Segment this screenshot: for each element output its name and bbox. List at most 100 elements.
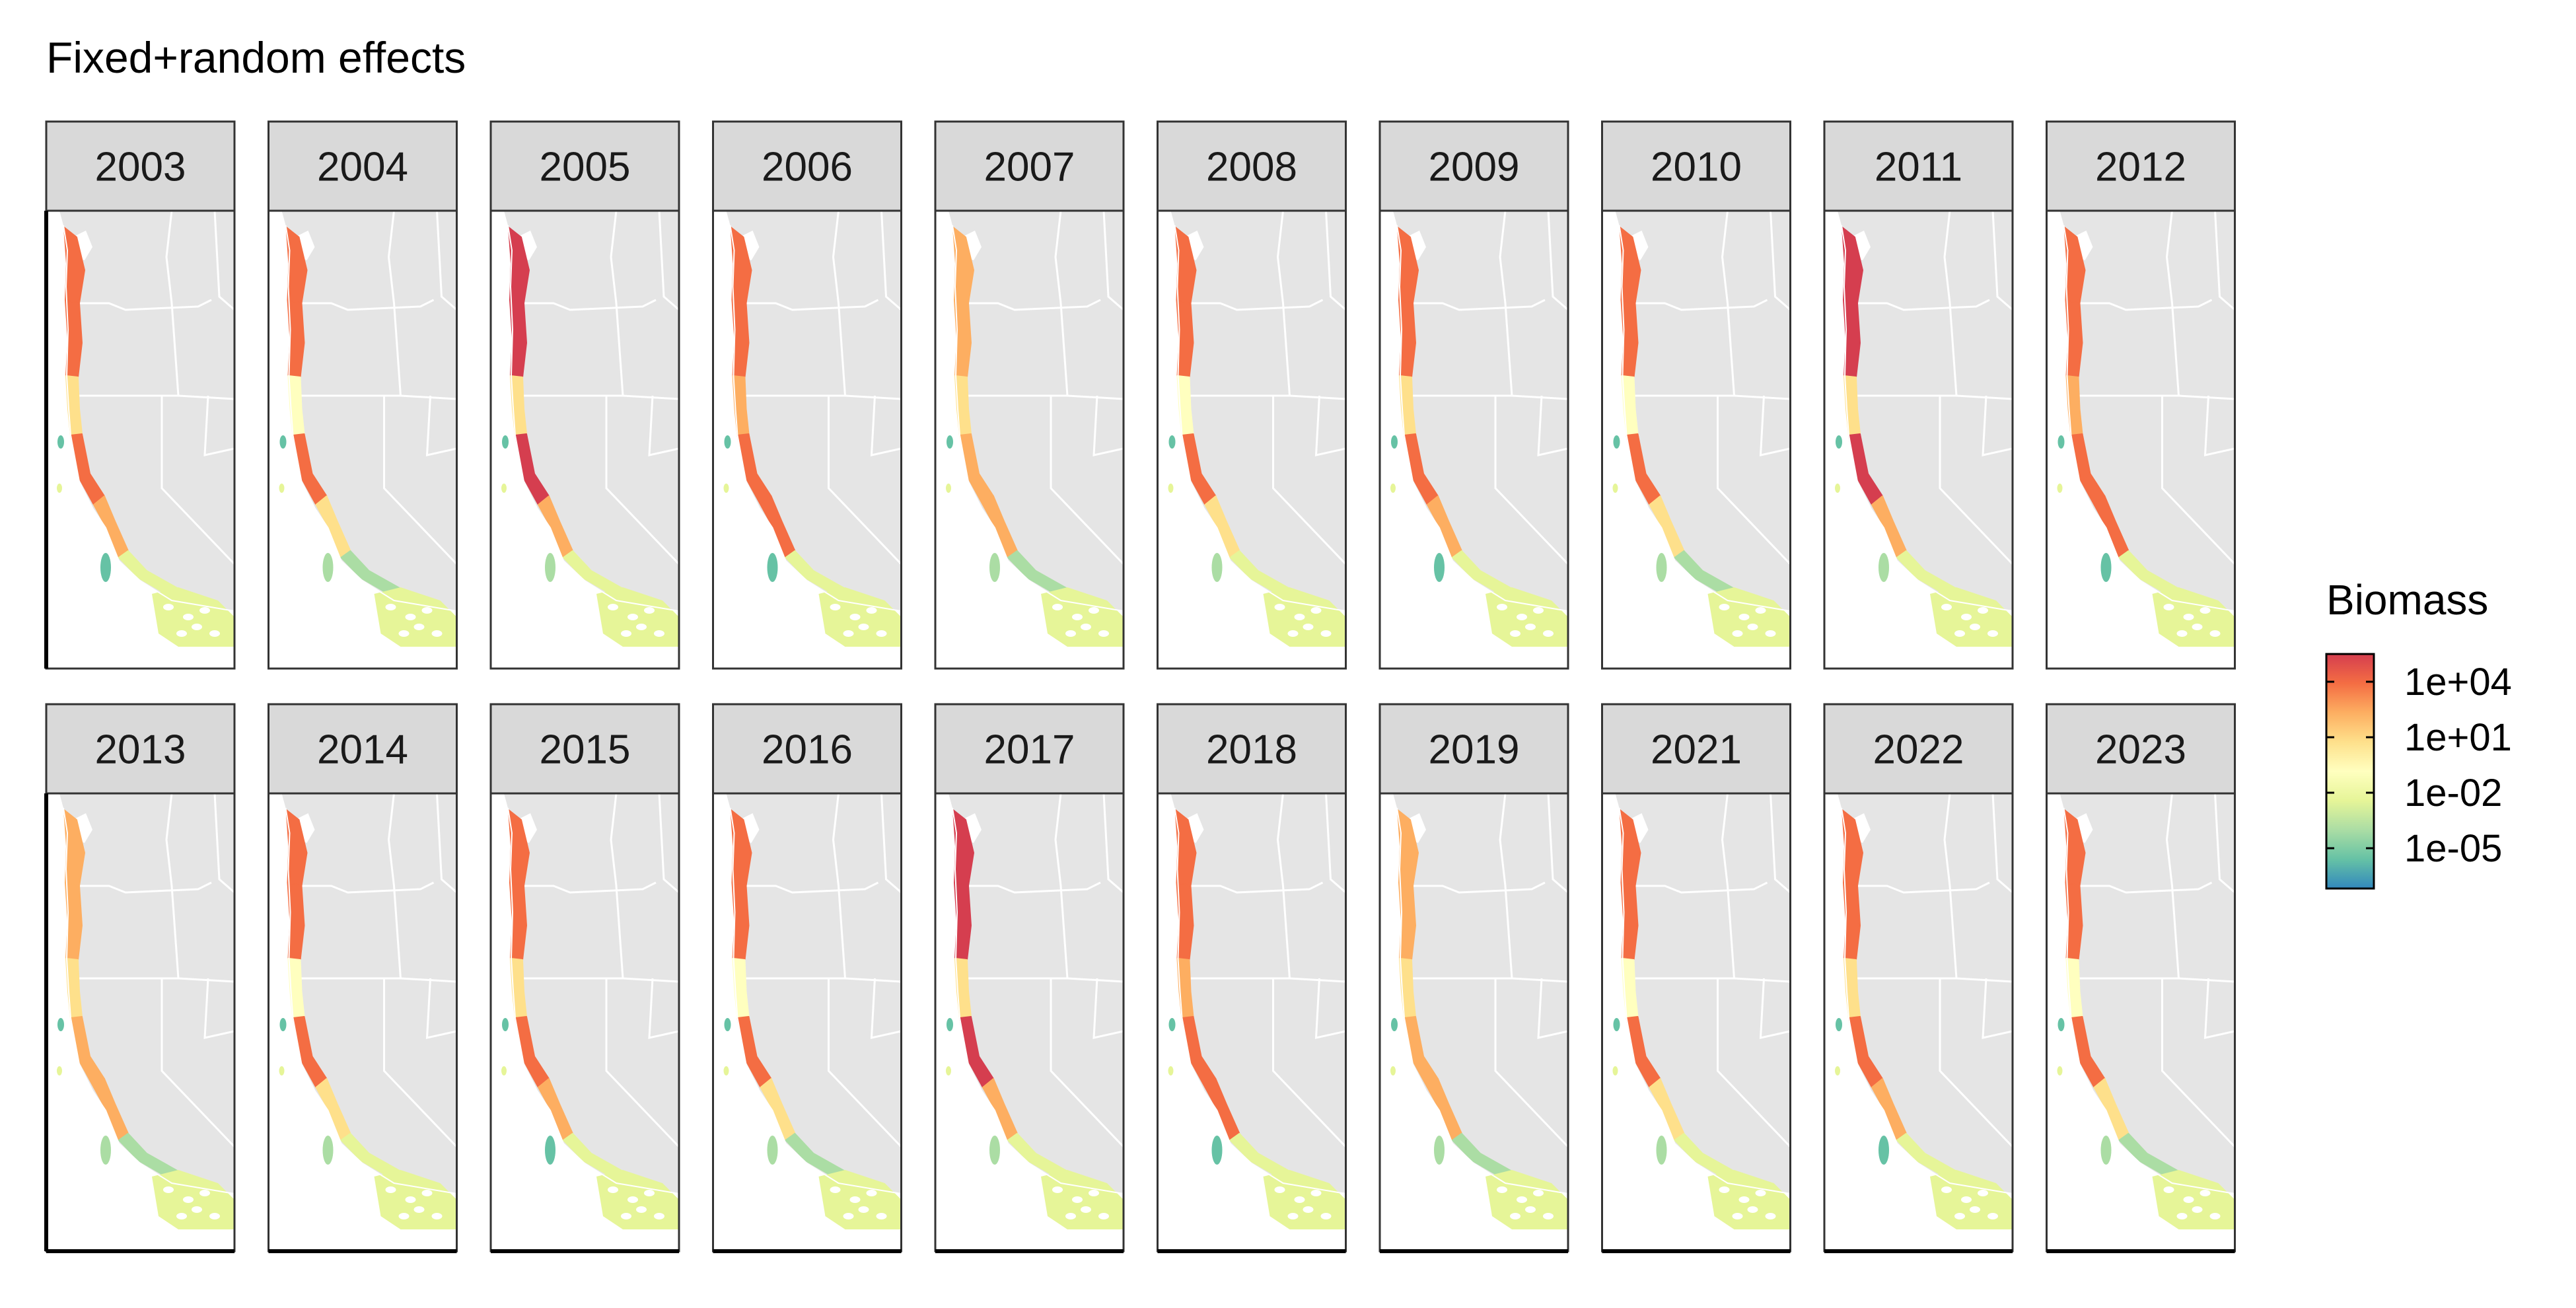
state-border [2203, 978, 2235, 1039]
legend-title: Biomass [2326, 576, 2488, 624]
state-border [1054, 793, 1069, 979]
biomass-patch [1835, 1066, 1840, 1075]
biomass-patch [2100, 553, 2112, 582]
state-border [1770, 211, 1791, 311]
coastline [1618, 807, 1791, 1194]
facet-strip-label: 2006 [762, 145, 853, 190]
coastline [1841, 225, 2013, 612]
facet-map [1823, 209, 2014, 670]
island [192, 1206, 202, 1213]
state-border [2070, 299, 2213, 311]
state-border [1770, 793, 1791, 894]
facet-strip-label: 2013 [95, 727, 186, 773]
state-border [387, 793, 402, 979]
state-border [436, 793, 457, 894]
facet-map [44, 209, 236, 670]
island [1961, 614, 1972, 620]
biomass-patch [57, 484, 62, 493]
coastline [2063, 225, 2235, 612]
state-border [1276, 211, 1291, 396]
state-border [1050, 396, 1124, 565]
legend-colorbar [2325, 653, 2375, 890]
state-border [1537, 395, 1568, 456]
coastline [1174, 225, 1346, 612]
facet-strip-label: 2019 [1429, 727, 1520, 773]
island [1970, 624, 1980, 630]
island [2163, 1186, 2174, 1193]
state-border [1494, 978, 1568, 1148]
facet-strip-label: 2017 [984, 727, 1075, 773]
panel-frame [268, 209, 458, 670]
biomass-patch [989, 1136, 1000, 1165]
island [2163, 604, 2174, 610]
island [1510, 630, 1521, 637]
biomass-patch [1211, 1136, 1223, 1165]
state-border [610, 793, 624, 979]
island [1747, 624, 1758, 630]
facet-strip-label: 2003 [95, 145, 186, 190]
island [163, 604, 174, 610]
facet-panel: 2013 [44, 703, 236, 1253]
state-border [1943, 793, 1958, 979]
island [1941, 1186, 1952, 1193]
facet-panel: 2022 [1823, 703, 2014, 1253]
state-border [161, 396, 234, 565]
facet-map [44, 792, 236, 1253]
facet-strip-label: 2016 [762, 727, 853, 773]
island [1052, 604, 1063, 610]
biomass-patch [947, 435, 953, 449]
island [1303, 624, 1314, 630]
facet-strip-label: 2011 [1875, 145, 1962, 190]
state-border [1547, 793, 1568, 894]
island [1517, 1196, 1527, 1203]
island [1765, 1213, 1776, 1219]
island [405, 614, 416, 620]
facet-map [2046, 792, 2236, 1253]
coastline [952, 807, 1124, 1194]
state-border [1717, 978, 1791, 1148]
island [1738, 1196, 1750, 1203]
island [1525, 624, 1536, 630]
biomass-patch [767, 553, 778, 582]
facet-strip [1378, 703, 1569, 795]
state-border [1943, 211, 1958, 396]
biomass-patch [1656, 1136, 1667, 1165]
state-border [425, 395, 457, 456]
biomass-patch [947, 1018, 953, 1031]
coastline [285, 225, 457, 612]
island [176, 630, 187, 637]
biomass-patch [1878, 1136, 1889, 1165]
state-border [165, 793, 180, 979]
island [1525, 1206, 1536, 1213]
facet-map [268, 792, 458, 1253]
island [1303, 1206, 1314, 1213]
state-border [161, 978, 234, 1148]
state-border [213, 793, 234, 894]
state-border [1404, 881, 1546, 894]
island [1732, 630, 1743, 637]
facet-strip [712, 120, 902, 212]
island [843, 1213, 854, 1219]
biomass-patch [723, 1066, 729, 1075]
plot-title: Fixed+random effects [46, 33, 466, 82]
island [199, 1190, 210, 1196]
island [1287, 1213, 1299, 1219]
state-border [425, 978, 457, 1039]
biomass-patch [1211, 553, 1223, 582]
biomass-patch [2057, 435, 2065, 449]
island [1719, 1186, 1730, 1193]
biomass-patch [724, 1018, 731, 1031]
state-border [515, 881, 657, 894]
state-border [1759, 978, 1791, 1039]
island [163, 1186, 174, 1193]
island [405, 1196, 416, 1203]
biomass-patch [1168, 484, 1174, 493]
island [192, 624, 202, 630]
island [1747, 1206, 1758, 1213]
biomass-patch [1613, 435, 1620, 449]
facet-map [489, 209, 680, 670]
island [849, 614, 861, 620]
facet-panel: 2011 [1823, 120, 2014, 670]
coastline [1396, 225, 1568, 612]
